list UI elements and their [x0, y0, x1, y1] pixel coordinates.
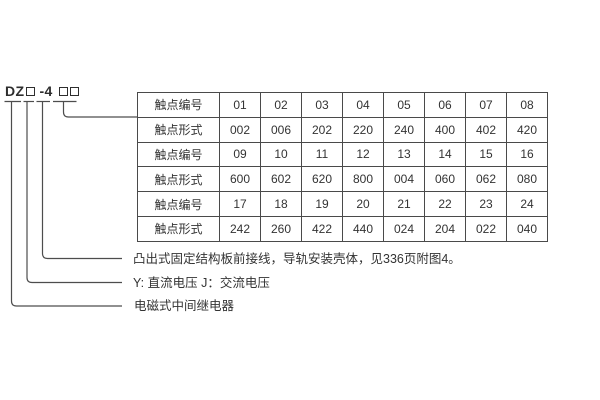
table-cell: 006 [260, 116, 302, 143]
table-cell: 022 [465, 215, 507, 242]
table-cell: 11 [301, 141, 343, 168]
row-label: 触点形式 [137, 166, 220, 193]
table-cell: 07 [465, 92, 507, 118]
table-cell: 420 [506, 116, 548, 143]
table-cell: 440 [342, 215, 384, 242]
table-cell: 03 [301, 92, 343, 118]
model-placeholder-box-3 [69, 86, 79, 96]
legend-structure-note: 凸出式固定结构板前接线，导轨安装壳体，见336页附图4。 [133, 252, 461, 266]
row-label: 触点编号 [137, 141, 220, 168]
leader-to-table [62, 101, 138, 118]
table-cell: 17 [219, 191, 261, 217]
table-cell: 080 [506, 166, 548, 193]
table-cell: 240 [383, 116, 425, 143]
table-cell: 22 [424, 191, 466, 217]
table-cell: 002 [219, 116, 261, 143]
table-cell: 202 [301, 116, 343, 143]
table-cell: 260 [260, 215, 302, 242]
table-cell: 24 [506, 191, 548, 217]
table-cell: 06 [424, 92, 466, 118]
table-cell: 18 [260, 191, 302, 217]
model-series: -4 [39, 82, 53, 99]
table-cell: 600 [219, 166, 261, 193]
table-cell: 242 [219, 215, 261, 242]
table-cell: 09 [219, 141, 261, 168]
leader-to-voltage-note [26, 101, 122, 284]
legend-relay-type-note: 电磁式中间继电器 [134, 299, 235, 313]
table-cell: 20 [342, 191, 384, 217]
table-cell: 16 [506, 141, 548, 168]
row-label: 触点形式 [137, 116, 220, 143]
table-cell: 05 [383, 92, 425, 118]
table-cell: 422 [301, 215, 343, 242]
model-prefix: DZ [5, 82, 25, 99]
table-cell: 14 [424, 141, 466, 168]
row-label: 触点编号 [137, 191, 220, 217]
table-row: 触点编号 09 10 11 12 13 14 15 16 [137, 141, 548, 168]
table-cell: 10 [260, 141, 302, 168]
table-cell: 21 [383, 191, 425, 217]
model-code: DZ -4 [5, 82, 79, 99]
table-cell: 204 [424, 215, 466, 242]
table-cell: 02 [260, 92, 302, 118]
table-cell: 024 [383, 215, 425, 242]
row-label: 触点形式 [137, 215, 220, 242]
table-cell: 04 [342, 92, 384, 118]
table-cell: 004 [383, 166, 425, 193]
table-cell: 23 [465, 191, 507, 217]
leader-to-structure-note [41, 101, 122, 260]
table-row: 触点编号 01 02 03 04 05 06 07 08 [137, 92, 548, 118]
table-cell: 402 [465, 116, 507, 143]
table-row: 触点形式 002 006 202 220 240 400 402 420 [137, 116, 548, 143]
table-cell: 19 [301, 191, 343, 217]
table-cell: 15 [465, 141, 507, 168]
table-cell: 08 [506, 92, 548, 118]
leader-to-relay-type-note [10, 101, 122, 307]
contact-table-body: 触点编号 01 02 03 04 05 06 07 08 触点形式 002 006 202 220 240 4… [137, 92, 548, 242]
table-cell: 220 [342, 116, 384, 143]
table-cell: 602 [260, 166, 302, 193]
table-cell: 040 [506, 215, 548, 242]
table-cell: 620 [301, 166, 343, 193]
legend-voltage-note: Y: 直流电压 J：交流电压 [133, 276, 270, 290]
model-placeholder-box-2 [58, 86, 68, 96]
table-cell: 400 [424, 116, 466, 143]
contact-code-table: 触点编号 01 02 03 04 05 06 07 08 触点形式 002 006 202 220 240 4… [137, 92, 548, 242]
model-placeholder-box-1 [26, 86, 36, 96]
table-cell: 062 [465, 166, 507, 193]
table-row: 触点编号 17 18 19 20 21 22 23 24 [137, 191, 548, 217]
table-cell: 01 [219, 92, 261, 118]
row-label: 触点编号 [137, 92, 220, 118]
table-cell: 13 [383, 141, 425, 168]
table-cell: 12 [342, 141, 384, 168]
table-row: 触点形式 242 260 422 440 024 204 022 040 [137, 215, 548, 242]
table-row: 触点形式 600 602 620 800 004 060 062 080 [137, 166, 548, 193]
table-cell: 800 [342, 166, 384, 193]
table-cell: 060 [424, 166, 466, 193]
